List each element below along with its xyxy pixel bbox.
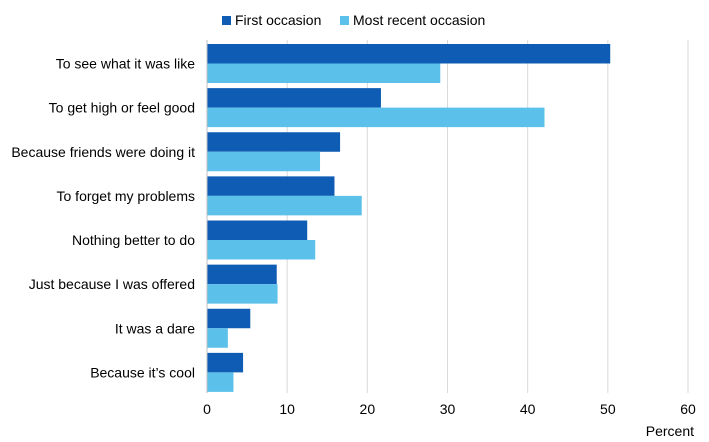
bar-most-recent-occasion [207, 151, 321, 172]
category-label: Because it’s cool [90, 364, 195, 380]
bar-most-recent-occasion [207, 63, 441, 83]
category-label: Nothing better to do [72, 232, 195, 248]
category-label: Because friends were doing it [11, 144, 195, 160]
x-tick-label: 20 [360, 401, 376, 417]
x-axis-title: Percent [646, 423, 694, 439]
bar-most-recent-occasion [207, 107, 545, 128]
bar-most-recent-occasion [207, 328, 228, 348]
category-label: To get high or feel good [49, 100, 195, 116]
legend-label: Most recent occasion [353, 12, 485, 28]
bar-first-occasion [207, 308, 251, 329]
x-tick-label: 30 [440, 401, 456, 417]
bar-most-recent-occasion [207, 372, 234, 392]
category-label: To forget my problems [57, 188, 196, 204]
x-tick-label: 10 [279, 401, 295, 417]
legend: First occasion Most recent occasion [222, 12, 485, 28]
legend-swatch [222, 16, 231, 25]
x-tick-label: 0 [203, 401, 211, 417]
bar-first-occasion [207, 220, 308, 240]
x-tick-label: 50 [600, 401, 616, 417]
bar-first-occasion [207, 264, 277, 285]
bar-first-occasion [207, 44, 611, 64]
x-tick-label: 60 [680, 401, 696, 417]
category-label: It was a dare [115, 320, 195, 336]
bar-first-occasion [207, 88, 381, 108]
bar-most-recent-occasion [207, 195, 362, 216]
legend-label: First occasion [235, 12, 321, 28]
x-tick-label: 40 [520, 401, 536, 417]
axes: 0 10 20 30 40 50 60 To see what it was like To g… [11, 40, 696, 417]
legend-swatch [340, 16, 349, 25]
bar-first-occasion [207, 352, 244, 373]
category-label: To see what it was like [56, 56, 195, 72]
bar-most-recent-occasion [207, 284, 278, 304]
bar-most-recent-occasion [207, 240, 316, 260]
category-label: Just because I was offered [29, 276, 195, 292]
bars [207, 44, 611, 392]
bar-first-occasion [207, 132, 341, 152]
bar-first-occasion [207, 176, 335, 196]
